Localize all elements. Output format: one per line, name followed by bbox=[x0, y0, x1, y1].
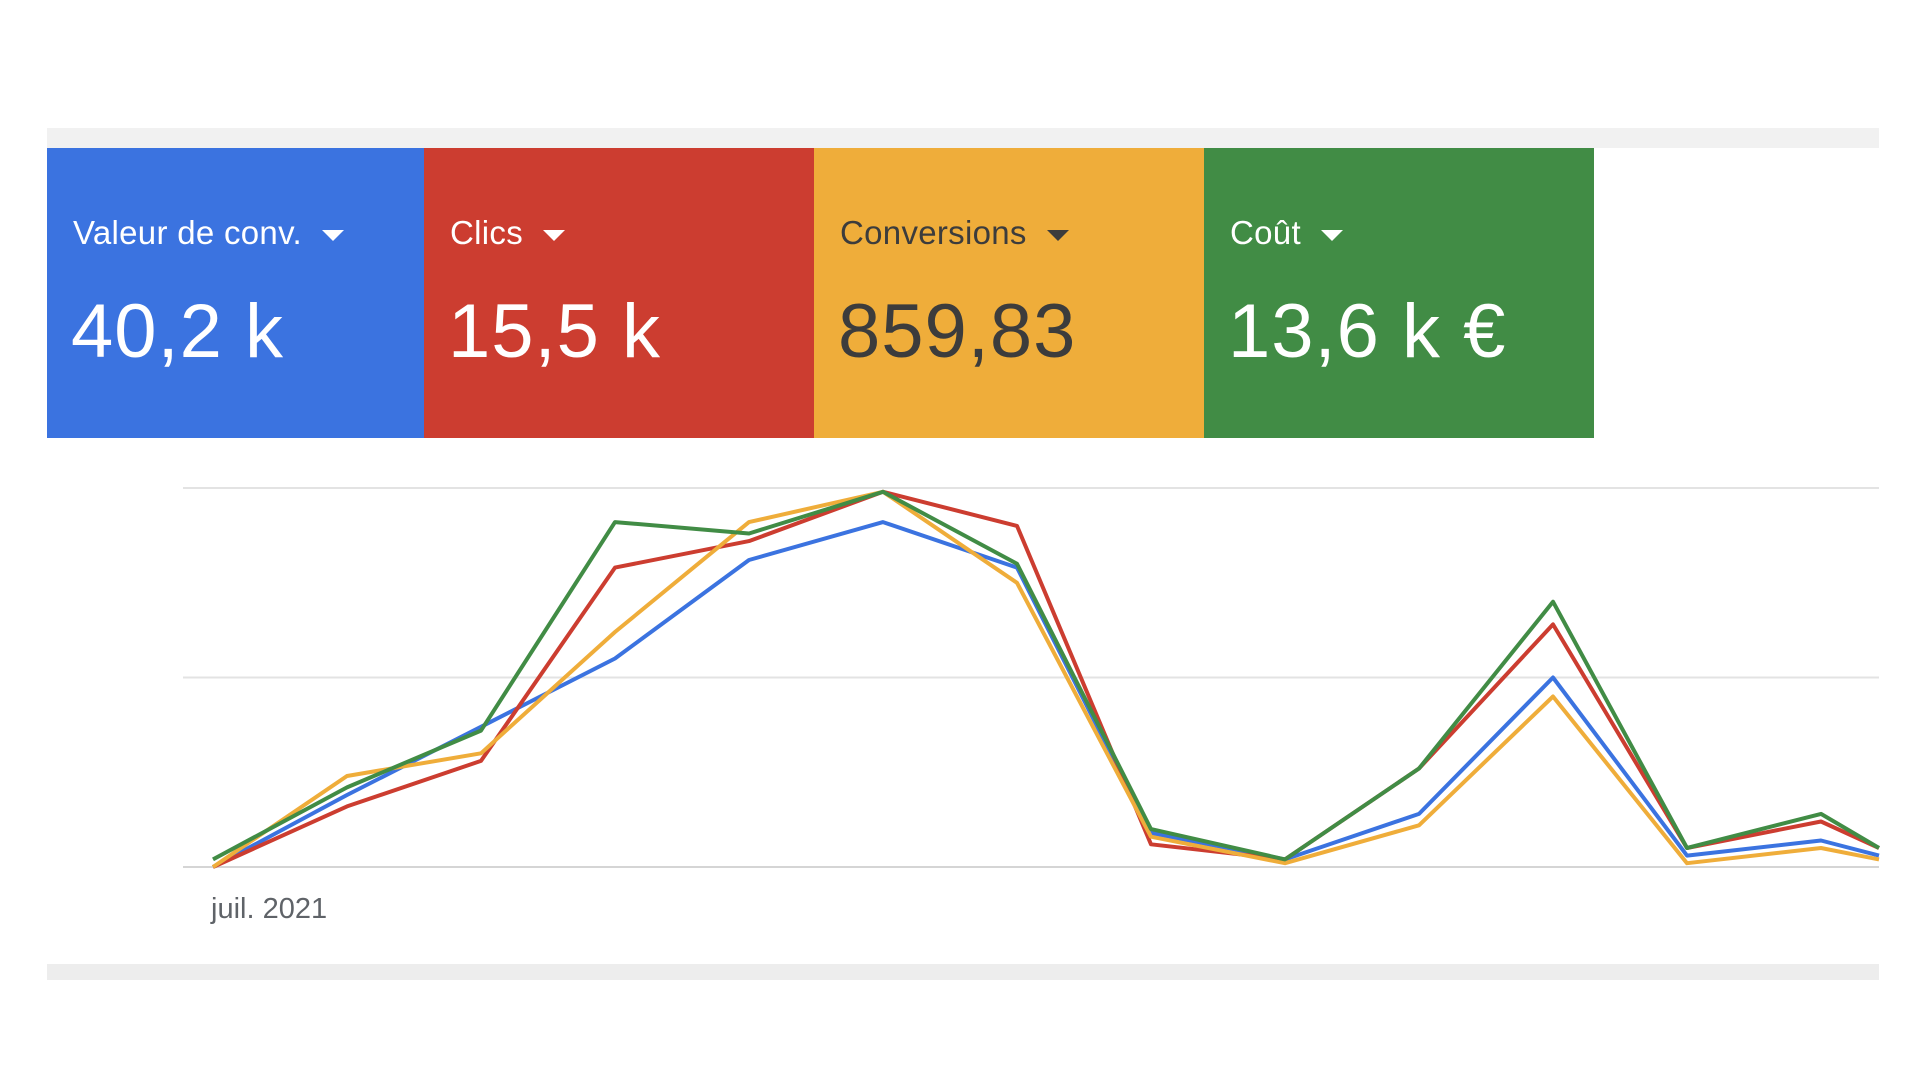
x-tick-label: juil. 2021 bbox=[210, 893, 327, 925]
series-line-0 bbox=[212, 520, 1880, 869]
series-line-3 bbox=[212, 489, 1881, 862]
metric-label: Clics bbox=[450, 214, 523, 251]
metric-selector[interactable]: Clics bbox=[450, 214, 565, 252]
metric-label: Conversions bbox=[840, 214, 1027, 251]
metric-tiles: Valeur de conv. 40,2 k Clics 15,5 k Conv… bbox=[47, 148, 1594, 438]
metric-selector[interactable]: Conversions bbox=[840, 214, 1069, 252]
caret-down-icon[interactable] bbox=[1320, 229, 1343, 241]
metric-tile-conversion-value[interactable]: Valeur de conv. 40,2 k bbox=[47, 148, 424, 438]
series-line-1 bbox=[212, 489, 1880, 869]
metric-selector[interactable]: Coût bbox=[1230, 214, 1343, 252]
caret-down-icon[interactable] bbox=[321, 229, 344, 241]
chart-x-axis: juil. 2021 bbox=[210, 893, 327, 925]
metric-label: Valeur de conv. bbox=[73, 214, 302, 251]
metric-tile-clicks[interactable]: Clics 15,5 k bbox=[424, 148, 814, 438]
metric-tile-conversions[interactable]: Conversions 859,83 bbox=[814, 148, 1204, 438]
series-line-2 bbox=[211, 489, 1880, 869]
caret-down-icon[interactable] bbox=[1046, 229, 1069, 241]
metric-tile-cost[interactable]: Coût 13,6 k € bbox=[1204, 148, 1594, 438]
metric-value: 40,2 k bbox=[71, 289, 285, 374]
chart-series bbox=[211, 489, 1881, 869]
chart-gridlines bbox=[183, 487, 1879, 868]
metric-selector[interactable]: Valeur de conv. bbox=[73, 214, 344, 252]
metric-value: 13,6 k € bbox=[1228, 289, 1507, 374]
metric-value: 15,5 k bbox=[448, 289, 662, 374]
caret-down-icon[interactable] bbox=[543, 229, 565, 241]
metric-value: 859,83 bbox=[838, 289, 1077, 374]
metric-label: Coût bbox=[1230, 214, 1301, 251]
